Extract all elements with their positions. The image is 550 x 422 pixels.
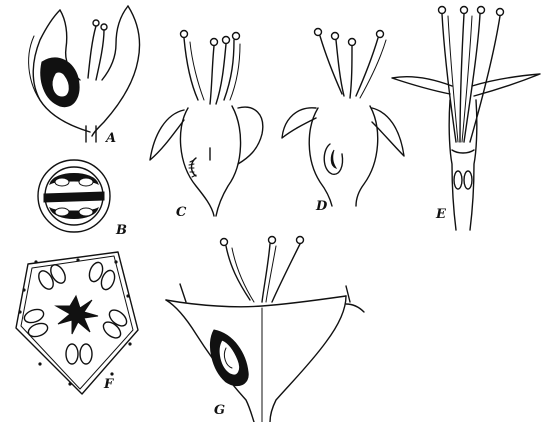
figure-d-label: D (315, 199, 328, 214)
figure-e-label: E (435, 207, 447, 222)
figure-d: D (281, 27, 405, 214)
figure-a: A (28, 5, 141, 146)
figure-a-label: A (104, 131, 116, 146)
figure-g: G (165, 235, 365, 422)
figure-e: E (391, 5, 541, 231)
locule-right (102, 309, 128, 339)
figure-f: F (15, 251, 139, 395)
figure-f-label: F (103, 377, 114, 392)
figure-c-label: C (176, 205, 187, 220)
figure-c: C (149, 29, 264, 220)
locule-top-right (88, 261, 116, 291)
figure-b-label: B (115, 223, 127, 238)
locule-top-left (38, 264, 66, 290)
locule-left (23, 308, 49, 338)
figure-b: B (37, 159, 127, 238)
locule-bottom (65, 343, 93, 365)
figure-g-label: G (214, 403, 225, 418)
